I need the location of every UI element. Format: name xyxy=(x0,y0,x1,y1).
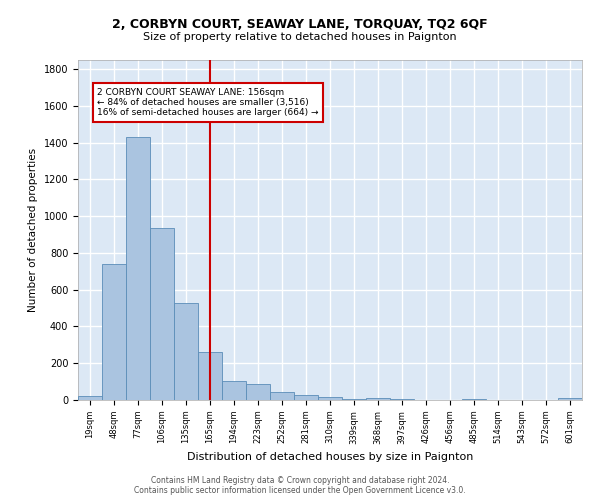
Bar xyxy=(126,137,150,400)
Bar xyxy=(318,397,342,400)
Bar xyxy=(102,264,126,400)
Bar xyxy=(150,228,174,400)
Bar xyxy=(246,384,270,400)
Bar xyxy=(222,381,246,400)
Bar xyxy=(366,398,390,400)
Text: 2 CORBYN COURT SEAWAY LANE: 156sqm
← 84% of detached houses are smaller (3,516)
: 2 CORBYN COURT SEAWAY LANE: 156sqm ← 84%… xyxy=(97,88,319,118)
Bar xyxy=(198,352,222,400)
Text: Contains HM Land Registry data © Crown copyright and database right 2024.
Contai: Contains HM Land Registry data © Crown c… xyxy=(134,476,466,495)
Bar xyxy=(294,396,318,400)
Bar xyxy=(174,302,198,400)
Bar xyxy=(270,392,294,400)
Bar xyxy=(342,399,366,400)
Text: Size of property relative to detached houses in Paignton: Size of property relative to detached ho… xyxy=(143,32,457,42)
Text: 2, CORBYN COURT, SEAWAY LANE, TORQUAY, TQ2 6QF: 2, CORBYN COURT, SEAWAY LANE, TORQUAY, T… xyxy=(112,18,488,30)
Y-axis label: Number of detached properties: Number of detached properties xyxy=(28,148,38,312)
X-axis label: Distribution of detached houses by size in Paignton: Distribution of detached houses by size … xyxy=(187,452,473,462)
Bar xyxy=(558,398,582,400)
Bar xyxy=(78,396,102,400)
